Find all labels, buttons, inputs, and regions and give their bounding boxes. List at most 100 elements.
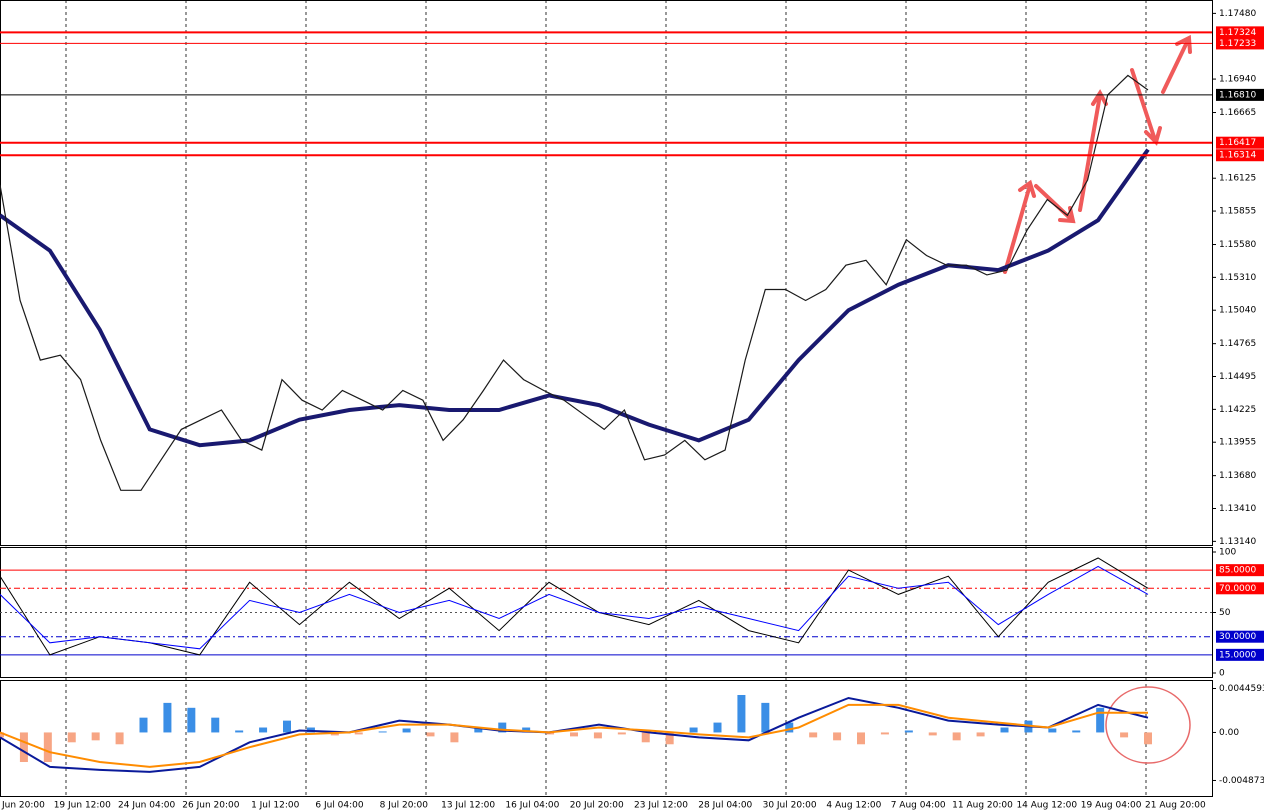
histogram-bar (19, 732, 28, 763)
y-tick-label: 0.0044593 (1219, 684, 1264, 694)
level-label: 85.0000 (1219, 566, 1256, 576)
histogram-bar (976, 732, 985, 737)
level-label-box (1216, 37, 1264, 50)
histogram-bar (737, 694, 746, 733)
histogram-bar (761, 702, 770, 733)
x-tick-label: 23 Jul 12:00 (634, 801, 688, 811)
y-tick-label: 100 (1219, 548, 1236, 558)
histogram-bar (641, 732, 650, 743)
histogram-bar (0, 732, 4, 738)
histogram-bar (354, 732, 363, 735)
x-tick-label: 16 Jul 04:00 (505, 801, 559, 811)
y-tick-label: 1.13140 (1219, 537, 1256, 547)
level-label: 1.17233 (1219, 39, 1256, 49)
histogram-bar (259, 727, 268, 733)
x-tick-label: 8 Jul 20:00 (380, 801, 429, 811)
histogram-bar (115, 732, 124, 745)
x-tick-label: 14 Aug 12:00 (1016, 801, 1077, 811)
x-tick-label: 19 Jun 12:00 (54, 801, 111, 811)
y-tick-label: -0.004873 (1219, 776, 1264, 786)
y-tick-label: 1.14765 (1219, 339, 1256, 349)
histogram-bar (67, 732, 76, 743)
x-tick-label: 26 Jun 20:00 (182, 801, 239, 811)
x-tick-label: 21 Aug 20:00 (1145, 801, 1206, 811)
y-tick-label: 1.15310 (1219, 273, 1256, 283)
histogram-bar (1072, 730, 1081, 733)
histogram-bar (546, 732, 555, 735)
x-tick-label: 19 Aug 04:00 (1081, 801, 1142, 811)
level-label-box (1216, 26, 1264, 39)
series-line (0, 703, 1148, 768)
histogram-bar (857, 732, 865, 745)
histogram-bar (952, 732, 961, 741)
histogram-bar (833, 732, 842, 741)
series-line (0, 557, 1149, 656)
y-tick-label: 1.14495 (1219, 372, 1256, 382)
x-tick-label: 13 Jul 12:00 (441, 801, 495, 811)
y-tick-label: 1.16665 (1219, 108, 1256, 118)
series-line (0, 148, 1150, 448)
y-tick-label: 1.13410 (1219, 504, 1256, 514)
x-tick-label: 30 Jul 20:00 (763, 801, 817, 811)
histogram-bar (426, 732, 435, 737)
histogram-bar (163, 702, 172, 733)
x-tick-label: 6 Jul 04:00 (315, 801, 364, 811)
y-tick-label: 1.14225 (1219, 405, 1256, 415)
level-label: 70.0000 (1219, 584, 1256, 594)
y-tick-label: 1.13955 (1219, 438, 1256, 448)
y-tick-label: 1.16940 (1219, 75, 1256, 85)
histogram-bar (283, 720, 291, 733)
histogram-bar (665, 732, 674, 745)
y-tick-label: 1.16125 (1219, 174, 1256, 184)
x-tick-label: 28 Jul 04:00 (698, 801, 752, 811)
level-label: 30.0000 (1219, 632, 1256, 642)
level-label-box (1216, 648, 1264, 661)
histogram-bar (474, 728, 483, 733)
y-tick-label: 1.17480 (1219, 9, 1256, 19)
series-line (0, 565, 1149, 650)
histogram-bar (617, 732, 626, 735)
series-line (0, 696, 1149, 773)
x-tick-label: 11 Aug 20:00 (952, 801, 1013, 811)
histogram-bar (570, 732, 578, 737)
histogram-bar (43, 732, 52, 763)
x-tick-label: 20 Jul 20:00 (570, 801, 624, 811)
level-label: 1.16810 (1219, 90, 1256, 100)
y-tick-label: 1.15855 (1219, 207, 1256, 217)
histogram-bar (211, 717, 220, 733)
histogram-bar (522, 727, 531, 733)
histogram-bar (402, 728, 411, 733)
y-tick-label: 0 (1219, 669, 1225, 679)
histogram-bar (904, 730, 913, 733)
x-tick-label: 4 Aug 12:00 (826, 801, 881, 811)
y-tick-label: 50 (1219, 608, 1231, 618)
series-line (0, 74, 1149, 491)
histogram-bar (498, 722, 507, 733)
histogram-bar (1144, 732, 1152, 745)
y-tick-label: 1.15040 (1219, 306, 1256, 316)
histogram-bar (880, 732, 889, 735)
level-label-box (1216, 582, 1264, 595)
x-tick-label: Jun 20:00 (1, 801, 45, 811)
histogram-bar (713, 722, 722, 733)
y-tick-label: 1.15580 (1219, 240, 1256, 250)
level-label-box (1216, 136, 1264, 149)
level-label: 1.16314 (1219, 151, 1256, 161)
histogram-bar (1000, 727, 1009, 733)
x-tick-label: 1 Jul 12:00 (251, 801, 300, 811)
level-label: 1.16417 (1219, 138, 1256, 148)
histogram-bar (139, 717, 148, 733)
level-label-box (1216, 149, 1264, 162)
histogram-bar (235, 730, 244, 733)
y-tick-label: 0.00 (1219, 728, 1239, 738)
histogram-bar (187, 707, 196, 733)
histogram-bar (928, 732, 937, 736)
histogram-bar (689, 727, 698, 733)
level-label-box (1216, 88, 1264, 101)
histogram-bar (91, 732, 100, 741)
histogram-bar (1048, 728, 1057, 733)
histogram-bar (1120, 732, 1129, 738)
histogram-bar (593, 732, 602, 739)
